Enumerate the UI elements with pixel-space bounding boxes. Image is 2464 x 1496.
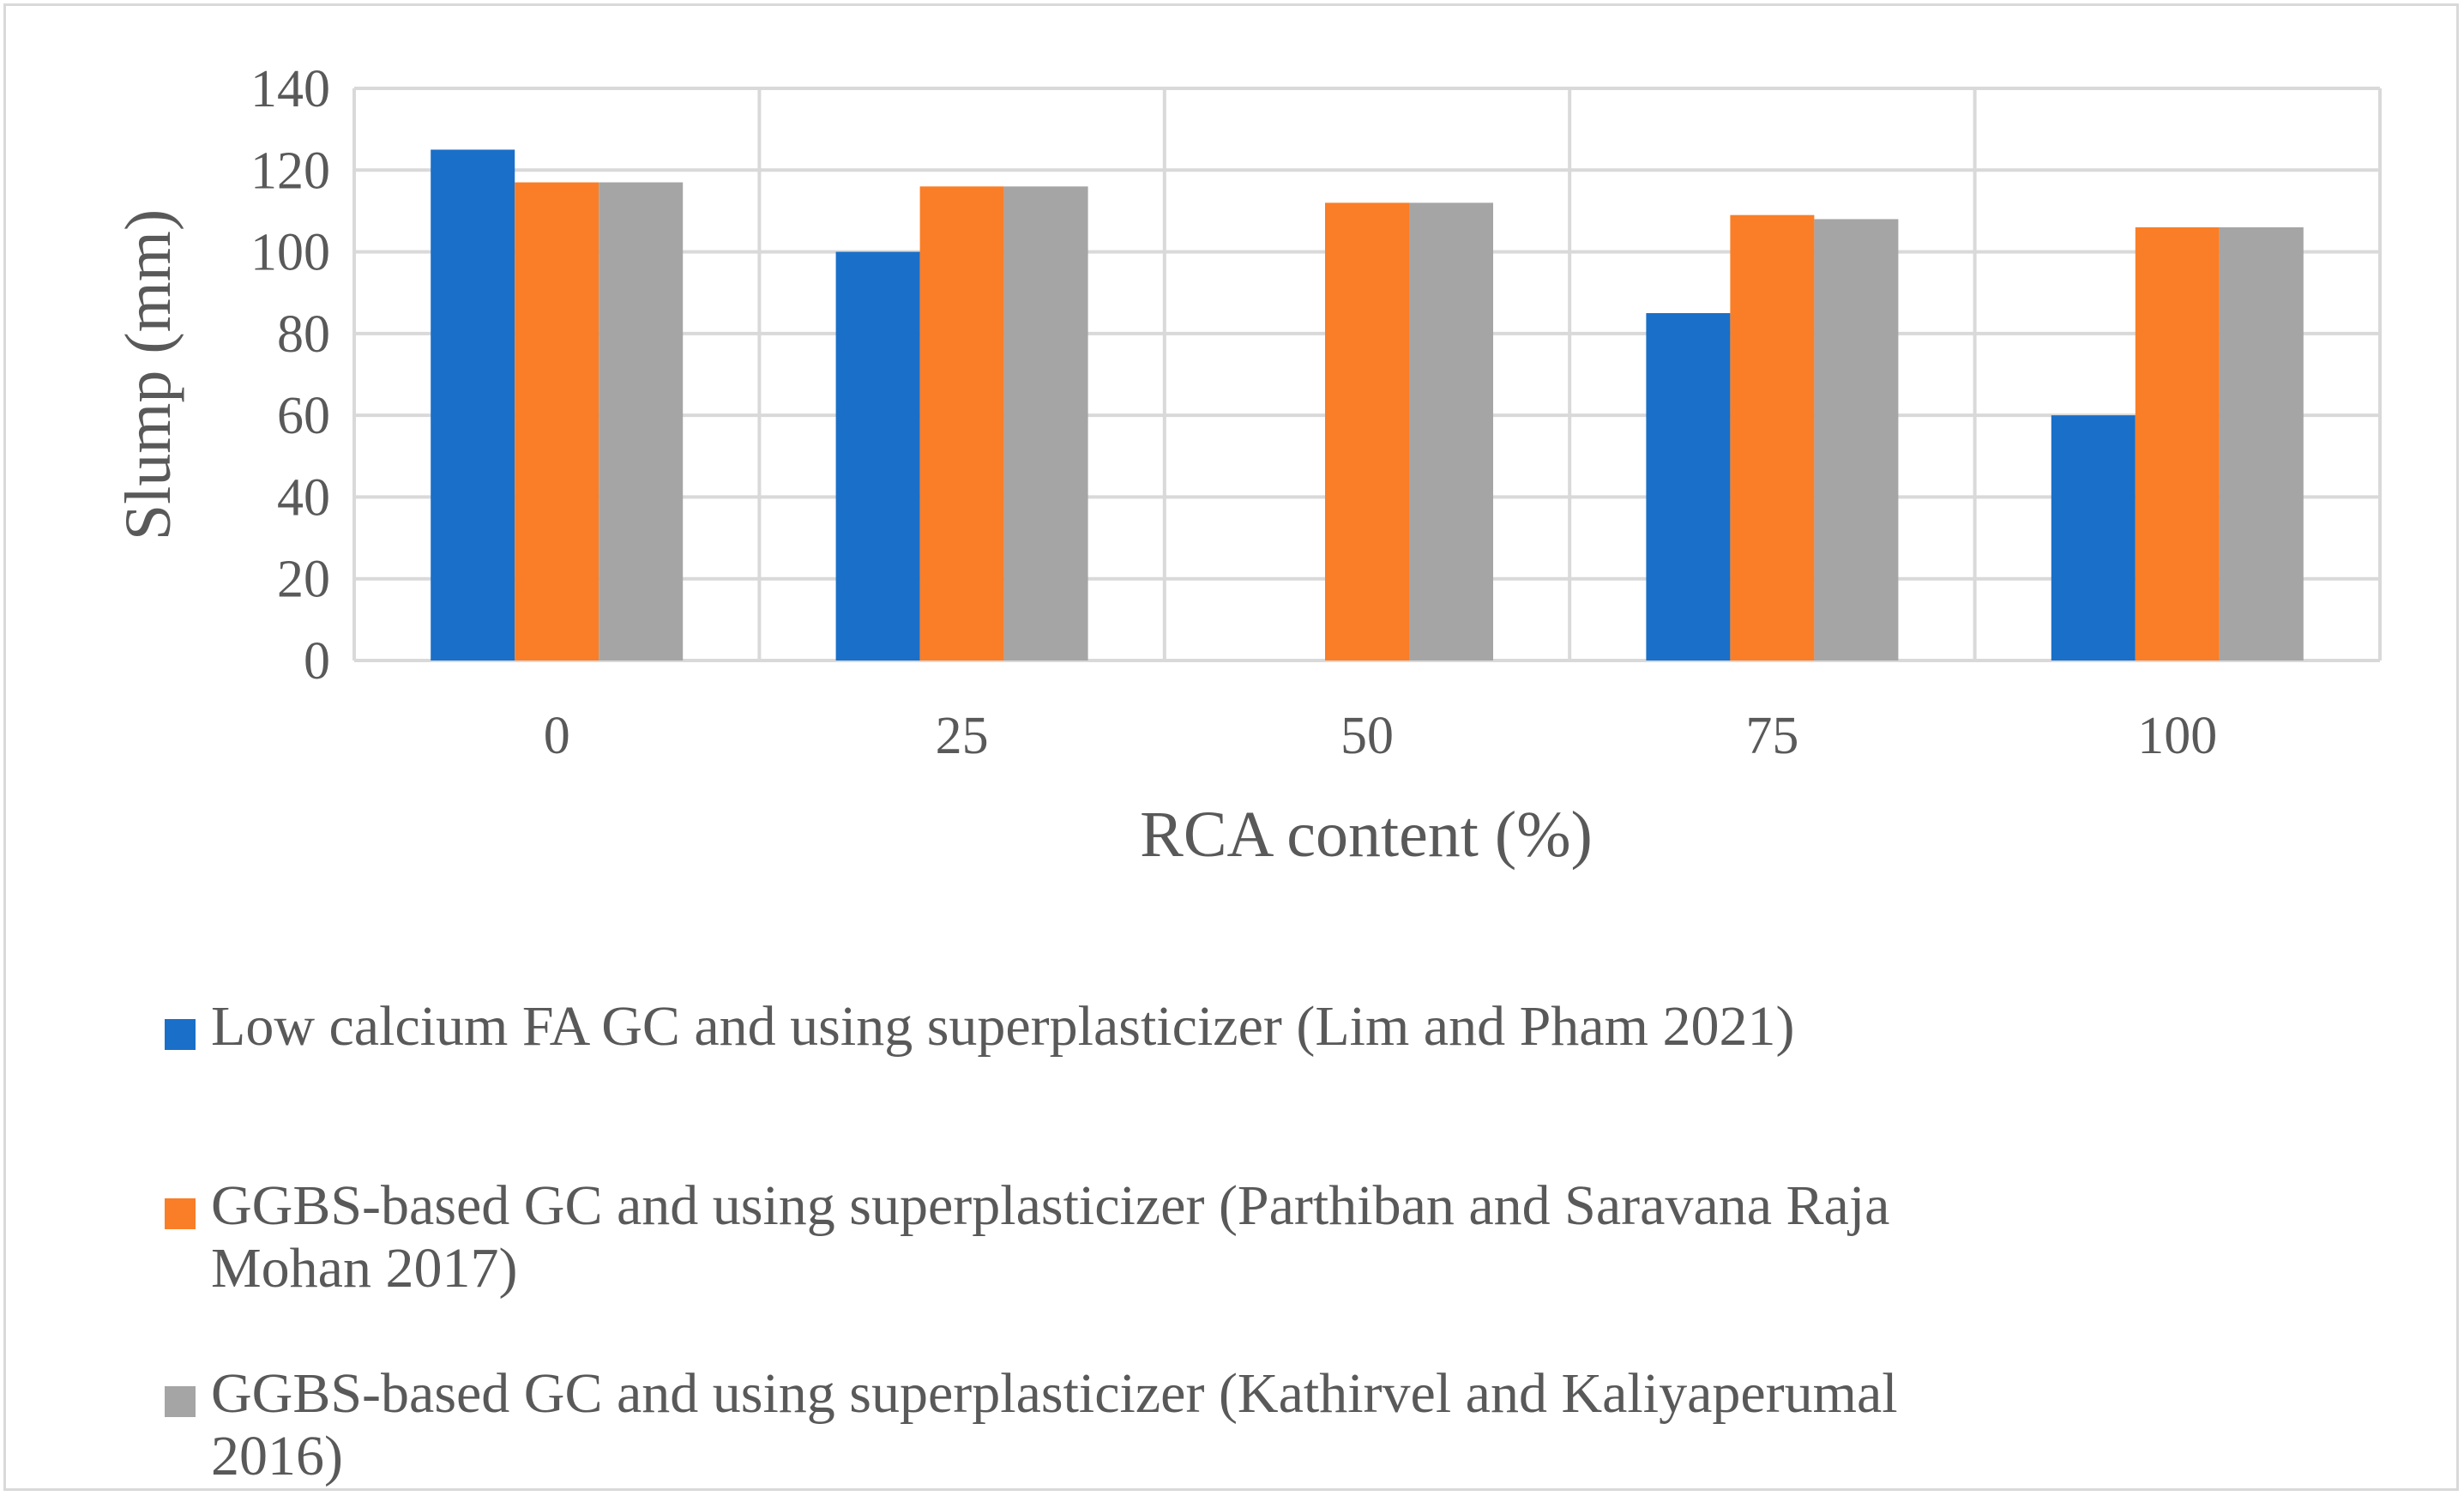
bar-series-1-cat-100 [2051, 415, 2136, 661]
bar-series-2-cat-50 [1325, 202, 1409, 661]
y-tick-label: 60 [277, 387, 330, 445]
x-tick-label: 25 [936, 707, 989, 765]
legend-swatch [165, 1386, 196, 1417]
bar-series-2-cat-25 [919, 186, 1004, 661]
x-tick-label: 100 [2137, 707, 2217, 765]
bars [431, 149, 2304, 661]
legend-swatch [165, 1198, 196, 1229]
legend-label: GGBS-based GC and using superplasticizer… [211, 1174, 1889, 1300]
y-tick-label: 100 [250, 224, 330, 282]
x-axis-title: RCA content (%) [1140, 799, 1593, 871]
x-tick-label: 0 [544, 707, 570, 765]
tick-labels: 0 20 40 60 80 100 120 140 0 25 50 75 100 [250, 60, 2217, 765]
bar-series-3-cat-50 [1409, 202, 1493, 661]
legend-entry-3: GGBS-based GC and using superplasticizer… [165, 1362, 1898, 1487]
bar-series-3-cat-25 [1003, 186, 1088, 661]
bar-series-1-cat-25 [835, 251, 920, 661]
gridlines [352, 87, 2382, 662]
bar-series-3-cat-0 [599, 182, 684, 661]
legend: Low calcium FA GC and using superplastic… [165, 995, 1898, 1487]
legend-label: Low calcium FA GC and using superplastic… [211, 995, 1794, 1058]
y-axis-title: Slump (mm) [112, 209, 184, 540]
bar-series-3-cat-75 [1814, 219, 1899, 661]
y-tick-label: 40 [277, 468, 330, 527]
y-tick-label: 0 [304, 632, 330, 691]
bar-series-2-cat-75 [1730, 214, 1815, 661]
bar-series-1-cat-0 [431, 149, 515, 661]
x-tick-label: 75 [1745, 707, 1798, 765]
y-tick-label: 80 [277, 305, 330, 364]
y-tick-label: 140 [250, 60, 330, 118]
legend-label: GGBS-based GC and using superplasticizer… [211, 1362, 1898, 1487]
legend-entry-2: GGBS-based GC and using superplasticizer… [165, 1174, 1889, 1300]
legend-swatch [165, 1019, 196, 1050]
x-tick-label: 50 [1340, 707, 1394, 765]
bar-series-3-cat-100 [2219, 226, 2304, 661]
bar-series-1-cat-75 [1646, 313, 1731, 661]
bar-series-2-cat-0 [515, 182, 599, 661]
legend-entry-1: Low calcium FA GC and using superplastic… [165, 995, 1794, 1058]
bar-series-2-cat-100 [2135, 226, 2220, 661]
y-tick-label: 20 [277, 551, 330, 609]
y-tick-label: 120 [250, 142, 330, 200]
